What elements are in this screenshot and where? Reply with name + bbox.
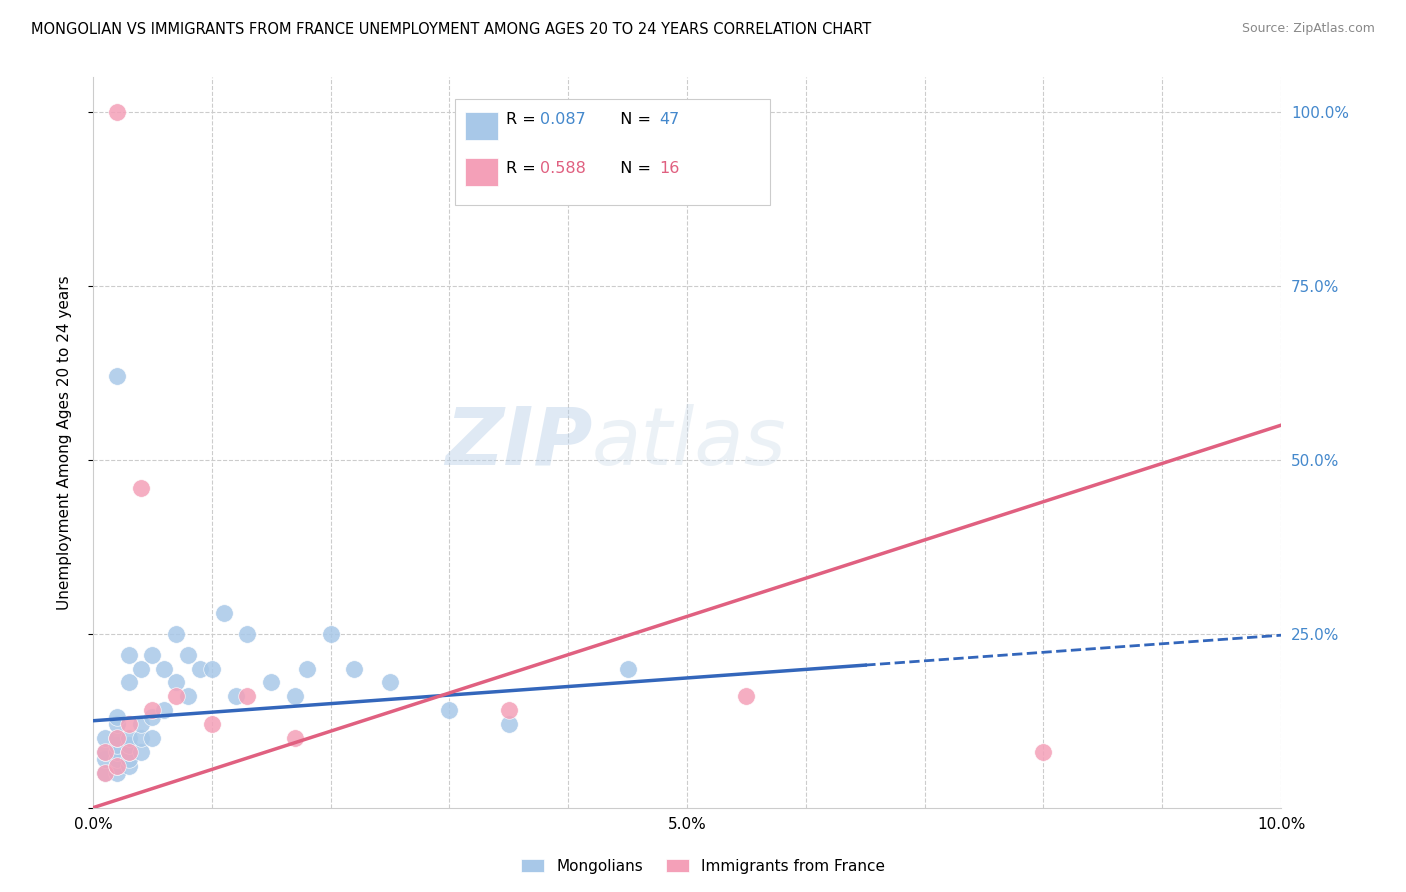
Text: ZIP: ZIP xyxy=(444,403,592,482)
Point xyxy=(129,481,152,495)
Point xyxy=(129,717,152,731)
Point xyxy=(177,648,200,662)
Point xyxy=(284,731,307,746)
Point xyxy=(201,717,224,731)
Point xyxy=(260,675,283,690)
Point xyxy=(129,731,152,746)
Point xyxy=(118,717,141,731)
Legend: Mongolians, Immigrants from France: Mongolians, Immigrants from France xyxy=(515,853,891,880)
Point xyxy=(105,738,128,752)
Text: atlas: atlas xyxy=(592,403,787,482)
Point xyxy=(735,690,758,704)
Point xyxy=(165,690,187,704)
Point xyxy=(118,745,141,759)
Point xyxy=(153,662,176,676)
Point xyxy=(105,105,128,120)
Point xyxy=(498,717,520,731)
Text: R =: R = xyxy=(506,161,541,177)
Point xyxy=(105,369,128,384)
Text: N =: N = xyxy=(610,112,657,128)
Text: 16: 16 xyxy=(659,161,681,177)
Point xyxy=(343,662,366,676)
Y-axis label: Unemployment Among Ages 20 to 24 years: Unemployment Among Ages 20 to 24 years xyxy=(58,276,72,610)
Point xyxy=(105,752,128,766)
Point xyxy=(295,662,318,676)
Point xyxy=(105,745,128,759)
Point xyxy=(378,675,401,690)
Text: 0.087: 0.087 xyxy=(540,112,585,128)
Point xyxy=(319,627,342,641)
Point xyxy=(105,759,128,773)
Text: Source: ZipAtlas.com: Source: ZipAtlas.com xyxy=(1241,22,1375,36)
Text: R =: R = xyxy=(506,112,541,128)
Point xyxy=(105,731,128,746)
Point xyxy=(225,690,247,704)
Text: 0.588: 0.588 xyxy=(540,161,586,177)
Point xyxy=(284,690,307,704)
Point xyxy=(616,662,638,676)
Point xyxy=(118,745,141,759)
Text: 47: 47 xyxy=(659,112,681,128)
Point xyxy=(94,731,117,746)
Point xyxy=(498,703,520,717)
Point xyxy=(105,710,128,724)
Point xyxy=(201,662,224,676)
Point xyxy=(141,703,163,717)
Point xyxy=(129,662,152,676)
Point xyxy=(439,703,461,717)
FancyBboxPatch shape xyxy=(465,158,498,186)
Point xyxy=(118,738,141,752)
Point xyxy=(94,752,117,766)
Point xyxy=(118,648,141,662)
Point xyxy=(177,690,200,704)
Point xyxy=(94,745,117,759)
Point xyxy=(105,717,128,731)
Point xyxy=(165,675,187,690)
Point xyxy=(141,648,163,662)
Point xyxy=(94,765,117,780)
FancyBboxPatch shape xyxy=(465,112,498,139)
Text: N =: N = xyxy=(610,161,657,177)
Point xyxy=(105,759,128,773)
Point xyxy=(141,710,163,724)
Point xyxy=(188,662,211,676)
Point xyxy=(105,765,128,780)
FancyBboxPatch shape xyxy=(456,99,770,205)
Point xyxy=(1032,745,1054,759)
Point xyxy=(141,731,163,746)
Point xyxy=(105,731,128,746)
Point xyxy=(94,745,117,759)
Point xyxy=(236,627,259,641)
Text: MONGOLIAN VS IMMIGRANTS FROM FRANCE UNEMPLOYMENT AMONG AGES 20 TO 24 YEARS CORRE: MONGOLIAN VS IMMIGRANTS FROM FRANCE UNEM… xyxy=(31,22,872,37)
Point xyxy=(118,752,141,766)
Point xyxy=(236,690,259,704)
Point xyxy=(212,606,235,620)
Point xyxy=(94,765,117,780)
Point xyxy=(165,627,187,641)
Point xyxy=(118,759,141,773)
Point xyxy=(153,703,176,717)
Point xyxy=(118,731,141,746)
Point xyxy=(118,675,141,690)
Point xyxy=(129,745,152,759)
